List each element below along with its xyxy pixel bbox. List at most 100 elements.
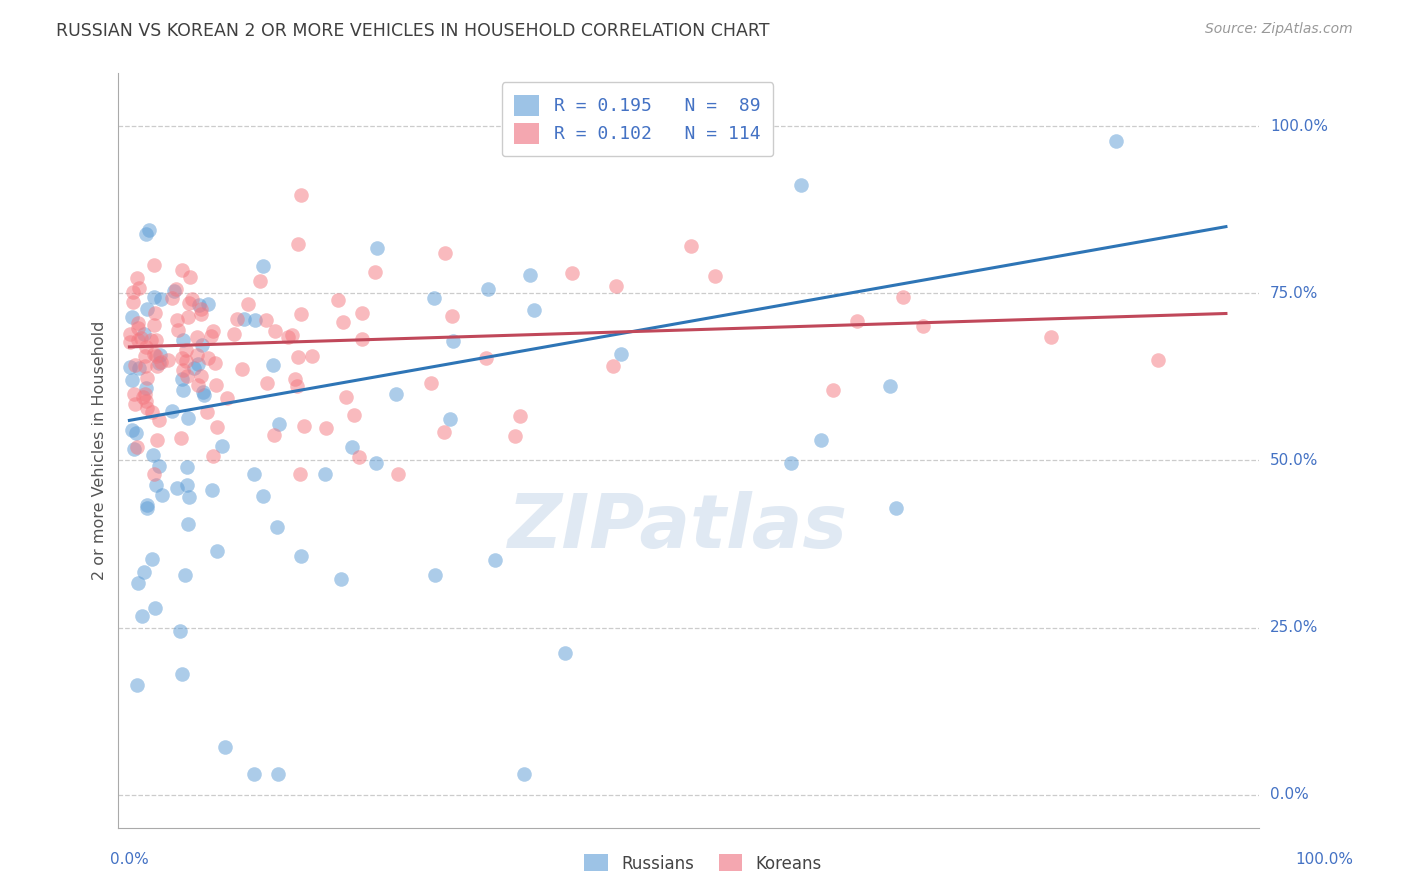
Point bbox=[197, 351, 219, 366]
Point bbox=[267, 767, 290, 781]
Point bbox=[332, 315, 354, 329]
Point bbox=[128, 281, 150, 295]
Point bbox=[287, 237, 309, 252]
Point bbox=[193, 387, 215, 401]
Point bbox=[136, 371, 159, 385]
Point bbox=[242, 467, 264, 481]
Point bbox=[142, 347, 165, 361]
Point bbox=[121, 373, 143, 387]
Point bbox=[704, 268, 727, 283]
Point bbox=[129, 331, 152, 345]
Point bbox=[364, 456, 387, 470]
Text: 0.0%: 0.0% bbox=[110, 852, 149, 867]
Point bbox=[188, 298, 211, 312]
Point bbox=[513, 767, 536, 781]
Point bbox=[146, 359, 169, 374]
Point bbox=[434, 246, 457, 260]
Point bbox=[166, 323, 188, 337]
Point bbox=[124, 358, 146, 372]
Point bbox=[823, 383, 845, 397]
Point bbox=[172, 263, 194, 277]
Point bbox=[124, 397, 146, 411]
Point bbox=[135, 381, 157, 395]
Point bbox=[143, 290, 166, 304]
Point bbox=[292, 418, 315, 433]
Point bbox=[202, 324, 225, 338]
Point bbox=[602, 359, 624, 373]
Point bbox=[205, 419, 228, 434]
Point bbox=[350, 332, 373, 346]
Point bbox=[170, 372, 193, 386]
Point bbox=[166, 481, 188, 495]
Point bbox=[122, 285, 145, 299]
Point bbox=[249, 274, 271, 288]
Point bbox=[891, 290, 914, 304]
Point bbox=[141, 552, 163, 566]
Point bbox=[122, 386, 145, 401]
Point bbox=[1105, 134, 1128, 148]
Point bbox=[233, 312, 256, 326]
Point bbox=[127, 271, 149, 285]
Point bbox=[366, 241, 388, 255]
Point bbox=[326, 293, 349, 307]
Point bbox=[166, 313, 188, 327]
Point bbox=[315, 421, 337, 435]
Point bbox=[145, 349, 167, 363]
Point bbox=[262, 358, 284, 372]
Point bbox=[135, 340, 157, 354]
Text: ZIPatlas: ZIPatlas bbox=[508, 491, 848, 564]
Point bbox=[179, 490, 201, 504]
Point bbox=[135, 227, 157, 242]
Point bbox=[138, 223, 160, 237]
Point bbox=[204, 356, 226, 370]
Text: 100.0%: 100.0% bbox=[1295, 852, 1354, 867]
Point bbox=[287, 379, 309, 393]
Point bbox=[301, 350, 323, 364]
Point bbox=[190, 308, 212, 322]
Point bbox=[136, 401, 159, 415]
Point bbox=[484, 553, 506, 567]
Point bbox=[287, 350, 309, 364]
Point bbox=[177, 411, 200, 425]
Point bbox=[172, 667, 194, 681]
Point bbox=[202, 449, 225, 463]
Point bbox=[170, 431, 193, 445]
Point bbox=[560, 266, 582, 280]
Point bbox=[170, 351, 193, 365]
Point bbox=[176, 369, 198, 384]
Point bbox=[387, 467, 409, 481]
Point bbox=[187, 357, 209, 371]
Text: 0.0%: 0.0% bbox=[1270, 787, 1309, 802]
Point bbox=[423, 568, 446, 582]
Point bbox=[314, 467, 336, 481]
Point bbox=[342, 440, 364, 454]
Point bbox=[288, 467, 311, 481]
Point bbox=[269, 417, 291, 431]
Point bbox=[142, 258, 165, 272]
Point bbox=[810, 433, 832, 447]
Point bbox=[281, 327, 304, 342]
Point bbox=[146, 433, 169, 447]
Point bbox=[150, 354, 173, 368]
Point bbox=[912, 319, 935, 334]
Point bbox=[134, 387, 156, 401]
Y-axis label: 2 or more Vehicles in Household: 2 or more Vehicles in Household bbox=[93, 321, 107, 580]
Point bbox=[523, 303, 546, 318]
Point bbox=[160, 291, 183, 305]
Point bbox=[385, 387, 408, 401]
Point bbox=[554, 646, 576, 660]
Point bbox=[1040, 330, 1063, 344]
Point bbox=[263, 428, 285, 442]
Point bbox=[290, 187, 312, 202]
Point bbox=[134, 349, 156, 363]
Point bbox=[181, 292, 204, 306]
Point bbox=[172, 362, 194, 376]
Legend: R = 0.195   N =  89, R = 0.102   N = 114: R = 0.195 N = 89, R = 0.102 N = 114 bbox=[502, 82, 773, 156]
Point bbox=[789, 178, 811, 192]
Point bbox=[127, 576, 149, 591]
Point bbox=[879, 379, 901, 393]
Point bbox=[176, 477, 198, 491]
Point bbox=[134, 565, 156, 579]
Text: RUSSIAN VS KOREAN 2 OR MORE VEHICLES IN HOUSEHOLD CORRELATION CHART: RUSSIAN VS KOREAN 2 OR MORE VEHICLES IN … bbox=[56, 22, 769, 40]
Point bbox=[329, 572, 352, 586]
